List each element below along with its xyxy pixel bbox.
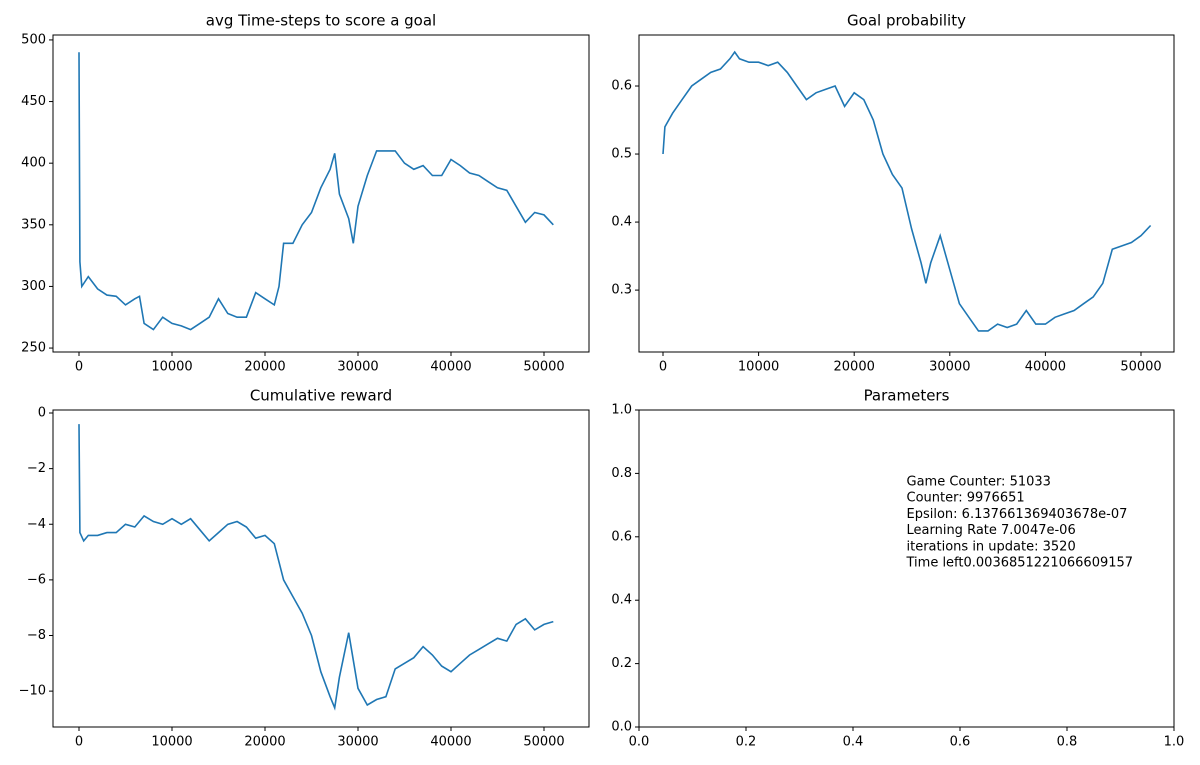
x-tick-label: 10000 [151,360,192,375]
x-tick-label: 50000 [523,360,564,375]
y-tick-label: 300 [21,279,46,294]
y-tick-label: −10 [19,684,46,699]
x-tick-label: 30000 [337,735,378,750]
data-line [78,52,554,331]
y-tick-label: 0.0 [611,720,632,735]
x-tick-label: 10000 [151,735,192,750]
axes-frame [638,409,1175,728]
x-tick-label: 1.0 [1164,735,1185,750]
y-tick-label: 0.2 [611,656,632,671]
axes-frame [638,34,1175,353]
y-tick-label: 0.6 [611,529,632,544]
y-tick-label: 0.8 [611,466,632,481]
y-tick-label: 0 [38,406,46,421]
parameter-text: Learning Rate 7.0047e-06 [907,523,1076,538]
parameter-text: Counter: 9976651 [907,491,1025,506]
y-tick-label: −4 [27,517,46,532]
y-tick-label: 250 [21,341,46,356]
x-tick-label: 30000 [929,360,970,375]
y-tick-label: −6 [27,572,46,587]
x-tick-label: 0.8 [1057,735,1078,750]
data-line [662,50,1152,332]
x-tick-label: 0 [659,360,667,375]
x-tick-label: 0.0 [629,735,650,750]
x-tick-label: 40000 [430,735,471,750]
y-tick-label: 0.3 [611,283,632,298]
x-tick-label: 0 [75,735,83,750]
y-tick-label: 0.4 [611,215,632,230]
parameter-text: Time left0.0036851221066609157 [906,555,1134,570]
y-tick-label: 0.6 [611,79,632,94]
subplot-title: Goal probability [847,12,966,30]
y-tick-label: 500 [21,32,46,47]
y-tick-label: −2 [27,461,46,476]
x-tick-label: 20000 [834,360,875,375]
data-line [78,424,554,711]
x-tick-label: 20000 [244,360,285,375]
x-tick-label: 0 [75,360,83,375]
y-tick-label: 0.5 [611,147,632,162]
x-tick-label: 0.2 [736,735,757,750]
parameter-text: iterations in update: 3520 [907,539,1076,554]
parameter-text: Epsilon: 6.137661369403678e-07 [907,507,1128,522]
parameter-text: Game Counter: 51033 [907,474,1051,489]
y-tick-label: 450 [21,94,46,109]
x-tick-label: 0.6 [950,735,971,750]
x-tick-label: 0.4 [843,735,864,750]
subplot-title: Parameters [864,387,950,405]
x-tick-label: 30000 [337,360,378,375]
subplot-title: Cumulative reward [250,387,392,405]
y-tick-label: 400 [21,156,46,171]
x-tick-label: 20000 [244,735,285,750]
y-tick-label: 0.4 [611,593,632,608]
x-tick-label: 10000 [738,360,779,375]
axes-frame [52,34,590,353]
subplot-title: avg Time-steps to score a goal [206,12,436,30]
y-tick-label: 1.0 [611,403,632,418]
y-tick-label: 350 [21,217,46,232]
axes-frame [52,409,590,728]
x-tick-label: 50000 [1120,360,1161,375]
x-tick-label: 50000 [523,735,564,750]
x-tick-label: 40000 [430,360,471,375]
x-tick-label: 40000 [1025,360,1066,375]
y-tick-label: −8 [27,628,46,643]
